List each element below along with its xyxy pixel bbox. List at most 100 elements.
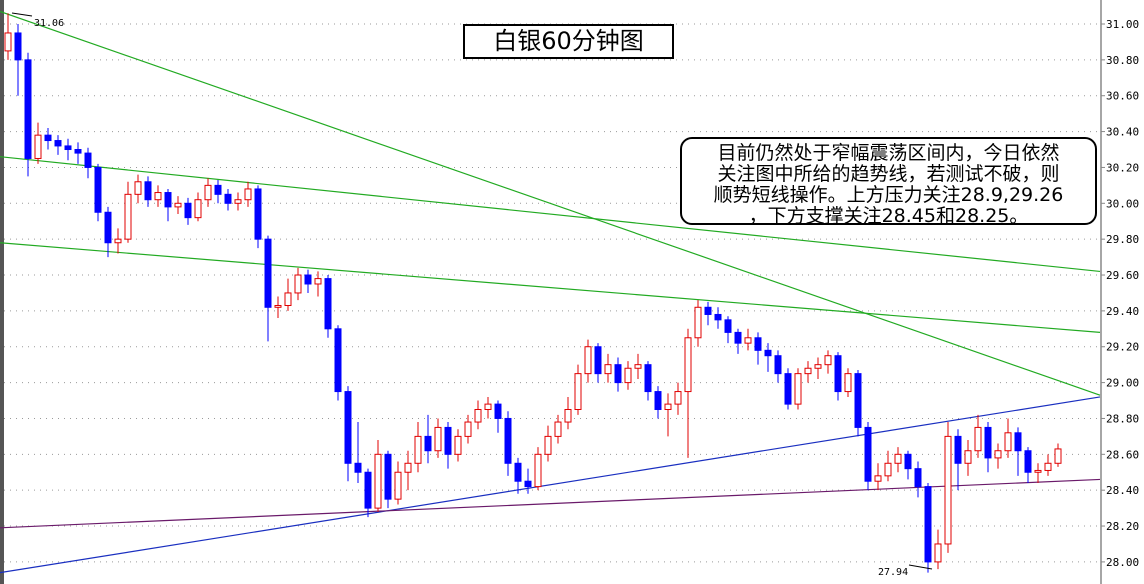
candle-body <box>854 373 862 428</box>
y-tick-label: 29.60 <box>1106 269 1139 282</box>
candle-down <box>1024 447 1032 484</box>
candle-body <box>814 364 822 369</box>
candle-up <box>1054 443 1062 467</box>
candle-body <box>734 331 742 344</box>
candle-down <box>104 206 112 258</box>
candle-body <box>224 193 232 204</box>
candle-down <box>384 450 392 509</box>
y-tick-label: 29.20 <box>1106 341 1139 354</box>
candle-down <box>214 179 222 204</box>
annotation-box: 目前仍然处于窄幅震荡区间内，今日依然 关注图中所给的趋势线，若测试不破，则 顺势… <box>680 137 1097 227</box>
candle-body <box>264 238 272 308</box>
candle-body <box>24 59 32 159</box>
candle-up <box>994 443 1002 469</box>
candle-body <box>414 435 422 464</box>
candle-down <box>334 325 342 401</box>
candle-body <box>214 184 222 195</box>
candle-body <box>584 346 592 375</box>
candle-body <box>994 450 1002 459</box>
candle-body <box>914 468 922 488</box>
candle-body <box>194 199 202 219</box>
candle-down <box>754 332 762 365</box>
candle-body <box>374 453 382 509</box>
candle-body <box>254 188 262 240</box>
candle-body <box>1024 450 1032 473</box>
candle-up <box>674 382 682 415</box>
candle-up <box>474 400 482 430</box>
candle-down <box>704 301 712 326</box>
grid <box>4 23 1101 563</box>
y-tick-label: 28.00 <box>1106 556 1139 569</box>
candle-down <box>514 457 522 494</box>
candle-down <box>344 386 352 482</box>
candle-down <box>254 185 262 249</box>
y-tick-label: 28.60 <box>1106 448 1139 461</box>
y-tick-label: 30.00 <box>1106 197 1139 210</box>
candle-body <box>724 319 732 333</box>
candle-down <box>924 483 932 573</box>
candle-body <box>4 32 12 52</box>
candle-body <box>104 211 112 244</box>
candle-body <box>824 355 832 366</box>
candle-down <box>764 343 772 372</box>
candle-up <box>544 425 552 462</box>
candle-body <box>274 305 282 308</box>
candle-down <box>304 269 312 293</box>
candle-body <box>924 486 932 563</box>
candle-body <box>874 475 882 482</box>
candle-up <box>434 418 442 458</box>
candle-body <box>794 373 802 405</box>
candle-down <box>494 400 502 433</box>
candle-body <box>1014 432 1022 452</box>
candle-body <box>624 367 632 384</box>
candle-body <box>984 426 992 459</box>
candle-down <box>854 370 862 437</box>
candle-body <box>384 453 392 500</box>
candle-body <box>144 181 152 201</box>
candle-down <box>54 135 62 155</box>
candle-body <box>14 32 22 61</box>
candle-body <box>614 364 622 384</box>
high-label: 31.06 <box>34 18 64 29</box>
y-tick-label: 30.40 <box>1106 126 1139 139</box>
candle-up <box>404 450 412 491</box>
annotation-line: 目前仍然处于窄幅震荡区间内，今日依然 <box>717 142 1060 164</box>
candle-down <box>784 368 792 410</box>
annotation-line: 关注图中所给的趋势线，若测试不破，则 <box>717 163 1060 185</box>
candle-body <box>84 152 92 168</box>
candle-body <box>64 145 72 151</box>
candle-up <box>564 396 572 430</box>
y-tick-label: 31.00 <box>1106 18 1139 31</box>
y-tick-label: 29.40 <box>1106 305 1139 318</box>
candle-up <box>374 439 382 512</box>
candle-up <box>894 447 902 473</box>
candle-down <box>904 450 912 480</box>
candle-body <box>34 134 42 159</box>
candle-body <box>424 435 432 452</box>
y-tick-label: 29.00 <box>1106 377 1139 390</box>
candle-down <box>64 138 72 161</box>
candle-body <box>334 328 342 393</box>
y-axis: 31.00 30.80 30.60 30.40 30.20 30.00 29.80 29.60… <box>1101 18 1139 569</box>
candle-up <box>554 414 562 444</box>
candle-body <box>894 453 902 464</box>
candle-up <box>534 447 542 491</box>
y-tick-label: 28.40 <box>1106 484 1139 497</box>
candle-body <box>94 166 102 213</box>
candle-body <box>1044 462 1052 471</box>
candle-body <box>134 181 142 195</box>
candle-body <box>754 337 762 351</box>
candle-body <box>604 364 612 375</box>
y-tick-label: 28.80 <box>1106 412 1139 425</box>
candle-up <box>114 228 122 254</box>
candle-body <box>294 274 302 294</box>
candle-body <box>284 292 292 307</box>
candle-body <box>74 149 82 154</box>
candle-up <box>1044 454 1052 476</box>
candle-up <box>154 185 162 207</box>
candle-up <box>634 353 642 380</box>
candle-up <box>574 364 582 415</box>
candle-up <box>4 13 12 60</box>
candle-body <box>534 453 542 488</box>
